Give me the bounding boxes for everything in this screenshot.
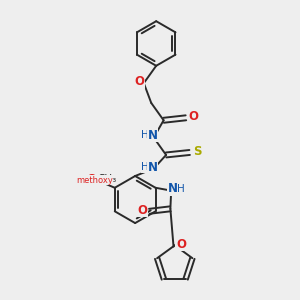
Text: O: O bbox=[176, 238, 186, 250]
Text: O: O bbox=[86, 172, 96, 186]
Text: methoxy: methoxy bbox=[76, 176, 113, 185]
Text: O: O bbox=[137, 204, 147, 217]
Text: O: O bbox=[189, 110, 199, 123]
Text: N: N bbox=[148, 161, 158, 174]
Text: H: H bbox=[141, 130, 149, 140]
Text: H: H bbox=[141, 162, 149, 172]
Text: N: N bbox=[148, 129, 158, 142]
Text: N: N bbox=[168, 182, 178, 195]
Text: CH₃: CH₃ bbox=[97, 174, 116, 184]
Text: O: O bbox=[134, 75, 144, 88]
Text: H: H bbox=[177, 184, 185, 194]
Text: S: S bbox=[193, 145, 201, 158]
